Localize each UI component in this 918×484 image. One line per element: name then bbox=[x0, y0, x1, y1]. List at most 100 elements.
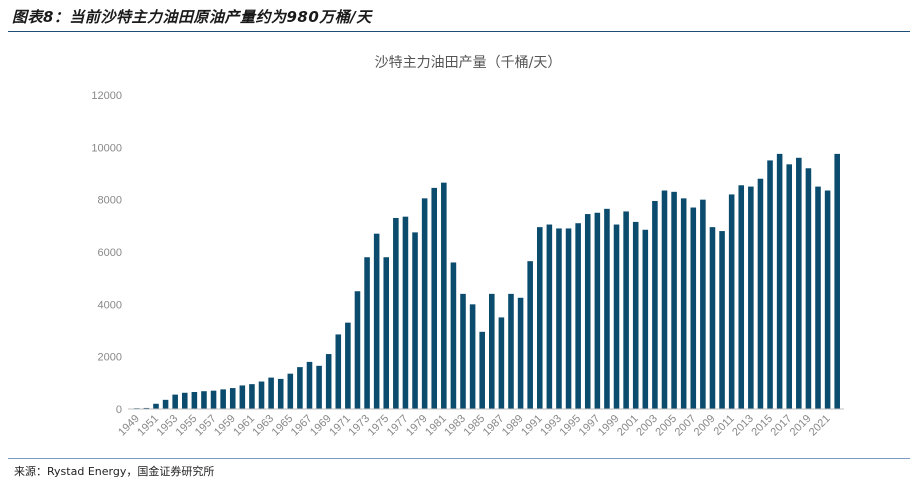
bar-1981 bbox=[441, 182, 447, 409]
bar-1979 bbox=[421, 198, 428, 409]
bar-1993 bbox=[556, 228, 562, 409]
bar-1994 bbox=[565, 228, 572, 409]
x-tick-label: 1973 bbox=[346, 413, 372, 439]
x-tick-label: 1951 bbox=[135, 413, 161, 439]
bar-2005 bbox=[671, 191, 677, 409]
bar-1955 bbox=[191, 391, 198, 409]
bar-1970 bbox=[335, 334, 342, 409]
bar-1988 bbox=[508, 293, 514, 409]
y-tick-label: 2000 bbox=[98, 352, 122, 364]
bar-1985 bbox=[479, 331, 485, 409]
x-tick-label: 1981 bbox=[423, 413, 449, 439]
bar-1997 bbox=[594, 212, 601, 409]
bar-2002 bbox=[642, 229, 649, 409]
bar-1998 bbox=[604, 208, 610, 409]
bar-1984 bbox=[469, 304, 476, 409]
bar-1964 bbox=[277, 378, 284, 409]
y-axis: 0 2000 4000 6000 8000 10000 12000 bbox=[91, 90, 122, 416]
bar-1977 bbox=[402, 216, 409, 409]
bar-2019 bbox=[805, 168, 812, 409]
bar-2006 bbox=[680, 198, 687, 409]
x-tick-label: 1987 bbox=[481, 413, 507, 439]
bar-1982 bbox=[450, 262, 457, 409]
bar-2015 bbox=[767, 160, 773, 409]
bar-1980 bbox=[431, 187, 438, 409]
bar-2011 bbox=[728, 194, 735, 409]
bar-1959 bbox=[229, 388, 236, 409]
chart-title: 沙特主力油田产量（千桶/天） bbox=[375, 55, 562, 71]
x-tick-label: 2015 bbox=[749, 413, 775, 439]
bar-1961 bbox=[249, 384, 255, 409]
bar-series bbox=[134, 153, 840, 410]
x-tick-label: 1953 bbox=[154, 413, 180, 439]
bar-1987 bbox=[498, 317, 505, 409]
source-rule bbox=[8, 458, 910, 459]
bar-2018 bbox=[796, 157, 802, 409]
x-axis: 1949195119531955195719591961196319651967… bbox=[116, 413, 833, 439]
source-note: 来源：Rystad Energy，国金证券研究所 bbox=[14, 465, 215, 478]
y-tick-label: 8000 bbox=[98, 195, 122, 207]
bar-1969 bbox=[325, 354, 332, 409]
bar-2004 bbox=[661, 190, 668, 409]
bar-1971 bbox=[345, 322, 351, 409]
bar-1976 bbox=[393, 217, 399, 409]
x-tick-label: 1993 bbox=[538, 413, 564, 439]
x-tick-label: 1971 bbox=[327, 413, 353, 439]
bar-1954 bbox=[181, 392, 188, 409]
title-rule bbox=[8, 31, 910, 32]
x-tick-label: 2005 bbox=[653, 413, 679, 439]
bar-1973 bbox=[364, 257, 370, 409]
x-tick-label: 1983 bbox=[442, 413, 468, 439]
bar-1995 bbox=[575, 223, 581, 409]
bar-2013 bbox=[748, 186, 754, 409]
x-tick-label: 2009 bbox=[692, 413, 718, 439]
x-tick-label: 1955 bbox=[174, 413, 200, 439]
y-tick-label: 10000 bbox=[91, 142, 122, 154]
bar-1950 bbox=[143, 407, 150, 409]
bar-1952 bbox=[162, 399, 169, 409]
bar-1966 bbox=[297, 367, 303, 409]
bar-1960 bbox=[239, 385, 246, 409]
x-tick-label: 1997 bbox=[577, 413, 603, 439]
bar-1951 bbox=[153, 403, 159, 409]
bar-1957 bbox=[210, 390, 217, 409]
x-tick-label: 1979 bbox=[404, 413, 430, 439]
bar-1990 bbox=[527, 261, 533, 409]
x-tick-label: 2001 bbox=[615, 413, 641, 439]
bar-1989 bbox=[517, 297, 524, 409]
bar-1953 bbox=[172, 394, 178, 409]
bar-1991 bbox=[536, 227, 543, 409]
bar-1958 bbox=[220, 389, 226, 410]
y-tick-label: 6000 bbox=[98, 247, 122, 259]
x-tick-label: 1967 bbox=[289, 413, 315, 439]
bar-1967 bbox=[306, 361, 313, 409]
x-tick-label: 1995 bbox=[557, 413, 583, 439]
x-tick-label: 2013 bbox=[730, 413, 756, 439]
bar-1962 bbox=[258, 381, 265, 409]
bar-2000 bbox=[623, 211, 629, 409]
bar-1956 bbox=[201, 391, 207, 409]
bar-1986 bbox=[489, 293, 495, 409]
x-tick-label: 2003 bbox=[634, 413, 660, 439]
bar-2020 bbox=[815, 186, 821, 409]
y-tick-label: 12000 bbox=[91, 90, 122, 102]
bar-1968 bbox=[316, 365, 322, 409]
bar-2010 bbox=[719, 231, 725, 409]
x-tick-label: 2017 bbox=[769, 413, 795, 439]
x-tick-label: 1965 bbox=[270, 413, 296, 439]
x-tick-label: 2019 bbox=[788, 413, 814, 439]
bar-2016 bbox=[776, 153, 783, 410]
bar-2017 bbox=[786, 164, 793, 409]
x-tick-label: 1959 bbox=[212, 413, 238, 439]
bar-2012 bbox=[738, 185, 745, 409]
bar-2001 bbox=[632, 221, 639, 409]
bar-2021 bbox=[824, 190, 831, 409]
x-tick-label: 1969 bbox=[308, 413, 334, 439]
bar-2003 bbox=[652, 200, 658, 409]
bar-1992 bbox=[546, 224, 553, 409]
bar-1975 bbox=[383, 257, 390, 409]
bar-1965 bbox=[287, 373, 294, 409]
bar-2022 bbox=[834, 153, 840, 410]
y-tick-label: 4000 bbox=[98, 299, 122, 311]
